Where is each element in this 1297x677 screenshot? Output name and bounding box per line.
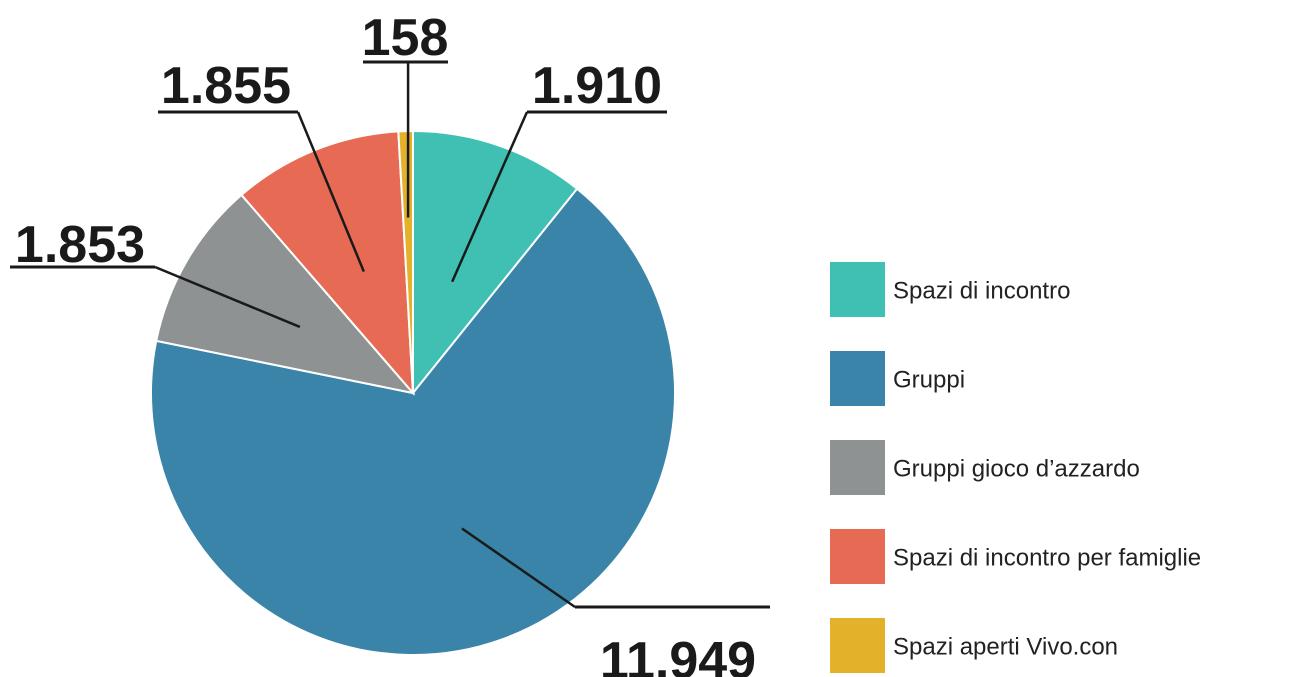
- pie-slice: [412, 129, 579, 396]
- legend-swatch: [830, 529, 885, 584]
- pie-slice: [155, 193, 416, 395]
- legend-label: Gruppi: [893, 366, 965, 393]
- legend-swatch: [830, 351, 885, 406]
- value-label: 1.853: [15, 216, 145, 274]
- legend-label: Gruppi gioco d’azzardo: [893, 455, 1140, 482]
- value-label: 1.910: [532, 57, 662, 115]
- leader-line: [296, 111, 365, 273]
- legend-label: Spazi di incontro: [893, 277, 1070, 304]
- legend-swatch: [830, 262, 885, 317]
- pie-slice: [150, 187, 676, 656]
- value-label: 1.855: [161, 57, 291, 115]
- leader-line: [451, 111, 529, 283]
- leader-line: [154, 265, 301, 329]
- legend-swatch: [830, 440, 885, 495]
- value-label: 11.949: [600, 632, 756, 677]
- value-label: 158: [362, 9, 449, 67]
- legend-swatch: [830, 618, 885, 673]
- leader-line: [461, 527, 576, 609]
- legend-label: Spazi aperti Vivo.con: [893, 633, 1118, 660]
- legend-label: Spazi di incontro per famiglie: [893, 544, 1201, 571]
